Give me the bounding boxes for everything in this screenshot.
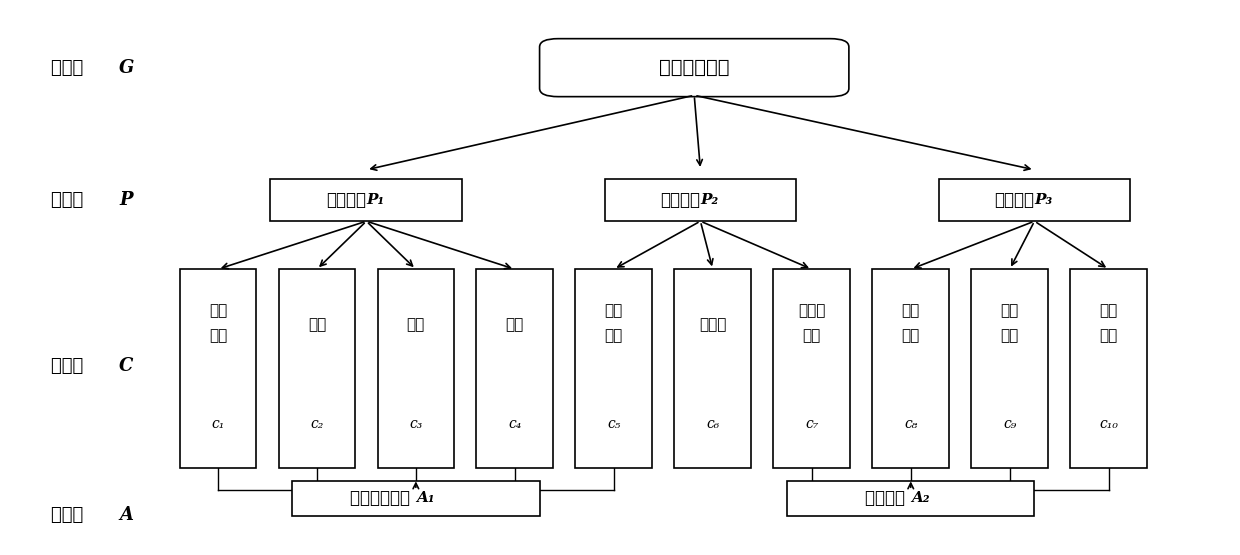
FancyBboxPatch shape bbox=[377, 269, 454, 468]
Text: 刨煤机组: 刨煤机组 bbox=[866, 490, 910, 507]
FancyBboxPatch shape bbox=[787, 481, 1034, 516]
Text: c₁₀: c₁₀ bbox=[1099, 417, 1118, 431]
Text: 适应性: 适应性 bbox=[699, 318, 727, 332]
Text: 工资: 工资 bbox=[308, 318, 326, 332]
Text: c₁: c₁ bbox=[211, 417, 224, 431]
Text: A₁: A₁ bbox=[415, 491, 434, 506]
Text: 投资: 投资 bbox=[208, 329, 227, 343]
Text: 程度: 程度 bbox=[1100, 329, 1117, 343]
FancyBboxPatch shape bbox=[279, 269, 355, 468]
FancyBboxPatch shape bbox=[293, 481, 539, 516]
FancyBboxPatch shape bbox=[539, 39, 849, 97]
Text: 开采方法优选: 开采方法优选 bbox=[658, 59, 729, 77]
Text: 材料: 材料 bbox=[506, 318, 525, 332]
Text: 目标层: 目标层 bbox=[51, 59, 89, 77]
Text: c₂: c₂ bbox=[310, 417, 324, 431]
Text: 健康: 健康 bbox=[1100, 304, 1117, 318]
Text: 准则层: 准则层 bbox=[51, 191, 89, 209]
FancyBboxPatch shape bbox=[873, 269, 949, 468]
Text: 生产: 生产 bbox=[605, 304, 622, 318]
Text: c₉: c₉ bbox=[1003, 417, 1017, 431]
FancyBboxPatch shape bbox=[476, 269, 553, 468]
Text: 效率: 效率 bbox=[605, 329, 622, 343]
FancyBboxPatch shape bbox=[971, 269, 1048, 468]
Text: 难度: 难度 bbox=[901, 329, 920, 343]
FancyBboxPatch shape bbox=[605, 179, 796, 221]
Text: P: P bbox=[119, 191, 133, 209]
Text: c₅: c₅ bbox=[608, 417, 620, 431]
Text: c₄: c₄ bbox=[508, 417, 522, 431]
Text: A: A bbox=[119, 506, 133, 524]
Text: 经济因素: 经济因素 bbox=[326, 191, 366, 209]
Text: c₈: c₈ bbox=[904, 417, 918, 431]
FancyBboxPatch shape bbox=[774, 269, 851, 468]
FancyBboxPatch shape bbox=[575, 269, 652, 468]
FancyBboxPatch shape bbox=[1070, 269, 1147, 468]
Text: 管理: 管理 bbox=[901, 304, 920, 318]
Text: 人机环境: 人机环境 bbox=[994, 191, 1034, 209]
Text: c₃: c₃ bbox=[409, 417, 423, 431]
Text: 指标层: 指标层 bbox=[51, 357, 89, 375]
FancyBboxPatch shape bbox=[939, 179, 1131, 221]
Text: 程度: 程度 bbox=[1001, 329, 1019, 343]
Text: C: C bbox=[119, 357, 134, 375]
Text: 程度: 程度 bbox=[802, 329, 821, 343]
FancyBboxPatch shape bbox=[270, 179, 463, 221]
Text: c₇: c₇ bbox=[805, 417, 818, 431]
Text: A₂: A₂ bbox=[910, 491, 929, 506]
FancyBboxPatch shape bbox=[675, 269, 751, 468]
Text: 自动化: 自动化 bbox=[799, 304, 826, 318]
Text: c₆: c₆ bbox=[706, 417, 719, 431]
Text: P₂: P₂ bbox=[701, 193, 718, 207]
Text: G: G bbox=[119, 59, 134, 77]
Text: 能耗: 能耗 bbox=[407, 318, 425, 332]
FancyBboxPatch shape bbox=[180, 269, 257, 468]
Text: P₃: P₃ bbox=[1034, 193, 1053, 207]
Text: 技术因素: 技术因素 bbox=[661, 191, 701, 209]
Text: 安全: 安全 bbox=[1001, 304, 1019, 318]
Text: 滚筒采煤机组: 滚筒采煤机组 bbox=[350, 490, 415, 507]
Text: P₁: P₁ bbox=[366, 193, 384, 207]
Text: 方案层: 方案层 bbox=[51, 506, 89, 524]
Text: 设备: 设备 bbox=[208, 304, 227, 318]
